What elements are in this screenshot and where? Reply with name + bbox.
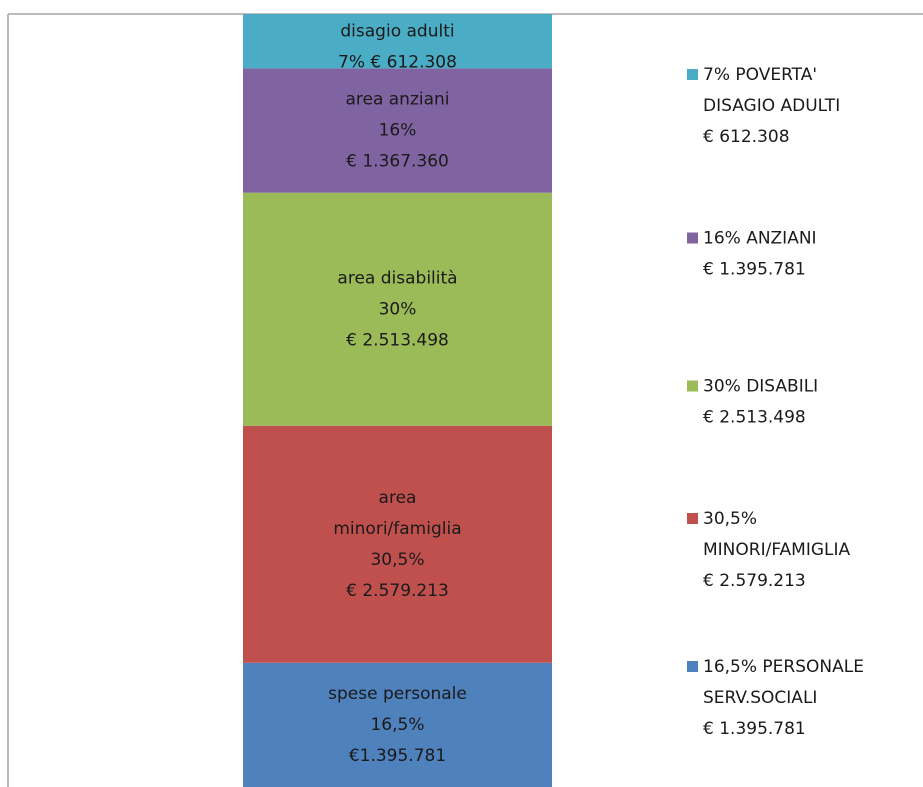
legend-label: SERV.SOCIALI (703, 688, 817, 708)
segment-label: 30% (379, 299, 417, 319)
legend-swatch (687, 69, 698, 80)
segment-name: area disabilità (337, 268, 457, 288)
legend-label: € 2.513.498 (703, 408, 806, 428)
segment-label: 16% (379, 121, 417, 141)
value-label: 30,5% (370, 550, 424, 570)
segment-name: area anziani (345, 90, 449, 110)
amount-label: € 2.513.498 (346, 330, 449, 350)
value-label: 16% (379, 121, 417, 141)
amount-label: € 612.308 (370, 53, 457, 73)
bar-segment (243, 425, 552, 663)
legend-label: MINORI/FAMIGLIA (703, 540, 851, 560)
amount-label: € 2.579.213 (346, 581, 449, 601)
segment-name: disagio adulti (340, 22, 454, 42)
legend-label: 7% POVERTA' (703, 65, 817, 85)
segment-label: 7% € 612.308 (338, 53, 457, 73)
legend-label: 30% DISABILI (703, 377, 818, 397)
legend-swatch (687, 661, 698, 672)
bar-segment (243, 662, 552, 787)
segment-label: disagio adulti (340, 22, 454, 42)
segment-name: minori/famiglia (333, 519, 461, 539)
legend-label: 30,5% (703, 509, 757, 529)
value-label: 16,5% (370, 715, 424, 735)
legend-label: € 1.395.781 (703, 260, 806, 280)
amount-label: €1.395.781 (349, 746, 446, 766)
segment-label: 30,5% (370, 550, 424, 570)
bar-segment (243, 68, 552, 193)
amount-label: € 1.367.360 (346, 152, 449, 172)
legend-label: 16,5% PERSONALE (703, 657, 864, 677)
legend-label: € 2.579.213 (703, 571, 806, 591)
legend-swatch (687, 232, 698, 244)
bar-segment (243, 192, 552, 426)
legend-swatch (687, 380, 698, 392)
segment-label: minori/famiglia (333, 519, 461, 539)
segment-label: area anziani (345, 90, 449, 110)
segment-label: € 2.513.498 (346, 330, 449, 350)
legend-label: € 1.395.781 (703, 719, 806, 739)
segment-label: €1.395.781 (349, 746, 446, 766)
legend-label: DISAGIO ADULTI (703, 96, 840, 116)
legend-label: 16% ANZIANI (703, 229, 817, 249)
segment-label: area disabilità (337, 268, 457, 288)
segment-label: area (379, 488, 417, 508)
value-label: 7% (338, 53, 365, 73)
legend-swatch (687, 513, 698, 524)
segment-name: spese personale (328, 684, 467, 704)
segment-label: € 1.367.360 (346, 152, 449, 172)
legend-label: € 612.308 (703, 127, 790, 147)
value-label: 30% (379, 299, 417, 319)
segment-label: spese personale (328, 684, 467, 704)
segment-name: area (379, 488, 417, 508)
segment-label: 16,5% (370, 715, 424, 735)
bar-segment (243, 14, 552, 69)
segment-label: € 2.579.213 (346, 581, 449, 601)
